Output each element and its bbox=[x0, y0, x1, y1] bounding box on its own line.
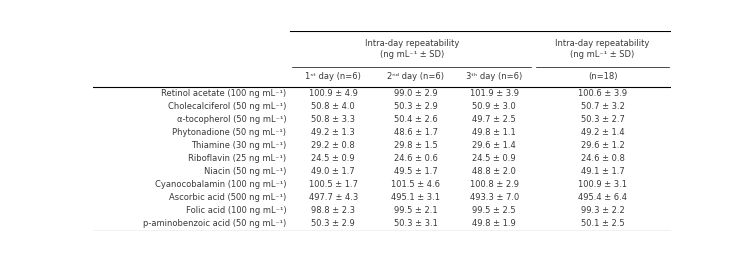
Text: 24.5 ± 0.9: 24.5 ± 0.9 bbox=[472, 154, 516, 163]
Text: Retinol acetate (100 ng mL⁻¹): Retinol acetate (100 ng mL⁻¹) bbox=[161, 89, 286, 98]
Text: 495.1 ± 3.1: 495.1 ± 3.1 bbox=[391, 193, 440, 202]
Text: 49.2 ± 1.4: 49.2 ± 1.4 bbox=[581, 128, 624, 137]
Text: Intra-day repeatability
(ng mL⁻¹ ± SD): Intra-day repeatability (ng mL⁻¹ ± SD) bbox=[556, 39, 650, 59]
Text: 101.9 ± 3.9: 101.9 ± 3.9 bbox=[470, 89, 518, 98]
Text: 100.5 ± 1.7: 100.5 ± 1.7 bbox=[309, 180, 357, 189]
Text: Niacin (50 ng mL⁻¹): Niacin (50 ng mL⁻¹) bbox=[204, 167, 286, 176]
Text: Intra-day repeatability
(ng mL⁻¹ ± SD): Intra-day repeatability (ng mL⁻¹ ± SD) bbox=[365, 39, 459, 59]
Text: 50.3 ± 2.7: 50.3 ± 2.7 bbox=[580, 115, 624, 124]
Text: 48.8 ± 2.0: 48.8 ± 2.0 bbox=[472, 167, 516, 176]
Text: 99.0 ± 2.9: 99.0 ± 2.9 bbox=[394, 89, 437, 98]
Text: 24.6 ± 0.6: 24.6 ± 0.6 bbox=[394, 154, 437, 163]
Text: 49.5 ± 1.7: 49.5 ± 1.7 bbox=[394, 167, 437, 176]
Text: Cholecalciferol (50 ng mL⁻¹): Cholecalciferol (50 ng mL⁻¹) bbox=[168, 102, 286, 111]
Text: 24.5 ± 0.9: 24.5 ± 0.9 bbox=[311, 154, 355, 163]
Text: 50.3 ± 3.1: 50.3 ± 3.1 bbox=[394, 219, 437, 228]
Text: 98.8 ± 2.3: 98.8 ± 2.3 bbox=[311, 206, 355, 215]
Text: 50.8 ± 4.0: 50.8 ± 4.0 bbox=[311, 102, 355, 111]
Text: 50.3 ± 2.9: 50.3 ± 2.9 bbox=[394, 102, 437, 111]
Text: 99.5 ± 2.1: 99.5 ± 2.1 bbox=[394, 206, 437, 215]
Text: Folic acid (100 ng mL⁻¹): Folic acid (100 ng mL⁻¹) bbox=[186, 206, 286, 215]
Text: 29.6 ± 1.4: 29.6 ± 1.4 bbox=[472, 141, 516, 150]
Text: 3ᵗʰ day (n=6): 3ᵗʰ day (n=6) bbox=[466, 73, 522, 81]
Text: 495.4 ± 6.4: 495.4 ± 6.4 bbox=[578, 193, 627, 202]
Text: Cyanocobalamin (100 ng mL⁻¹): Cyanocobalamin (100 ng mL⁻¹) bbox=[155, 180, 286, 189]
Text: 100.9 ± 3.1: 100.9 ± 3.1 bbox=[578, 180, 627, 189]
Text: 49.0 ± 1.7: 49.0 ± 1.7 bbox=[311, 167, 355, 176]
Text: Ascorbic acid (500 ng mL⁻¹): Ascorbic acid (500 ng mL⁻¹) bbox=[169, 193, 286, 202]
Text: 29.8 ± 1.5: 29.8 ± 1.5 bbox=[394, 141, 437, 150]
Text: α-tocopherol (50 ng mL⁻¹): α-tocopherol (50 ng mL⁻¹) bbox=[177, 115, 286, 124]
Text: 49.2 ± 1.3: 49.2 ± 1.3 bbox=[311, 128, 355, 137]
Text: 29.6 ± 1.2: 29.6 ± 1.2 bbox=[580, 141, 624, 150]
Text: 100.9 ± 4.9: 100.9 ± 4.9 bbox=[309, 89, 357, 98]
Text: 100.8 ± 2.9: 100.8 ± 2.9 bbox=[470, 180, 518, 189]
Text: 99.3 ± 2.2: 99.3 ± 2.2 bbox=[580, 206, 624, 215]
Text: Phytonadione (50 ng mL⁻¹): Phytonadione (50 ng mL⁻¹) bbox=[172, 128, 286, 137]
Text: 24.6 ± 0.8: 24.6 ± 0.8 bbox=[580, 154, 624, 163]
Text: 49.1 ± 1.7: 49.1 ± 1.7 bbox=[580, 167, 624, 176]
Text: 50.8 ± 3.3: 50.8 ± 3.3 bbox=[311, 115, 355, 124]
Text: 100.6 ± 3.9: 100.6 ± 3.9 bbox=[578, 89, 627, 98]
Text: Thiamine (30 ng mL⁻¹): Thiamine (30 ng mL⁻¹) bbox=[191, 141, 286, 150]
Text: 2ⁿᵈ day (n=6): 2ⁿᵈ day (n=6) bbox=[387, 73, 444, 81]
Text: 48.6 ± 1.7: 48.6 ± 1.7 bbox=[394, 128, 438, 137]
Text: (n=18): (n=18) bbox=[588, 73, 618, 81]
Text: 50.7 ± 3.2: 50.7 ± 3.2 bbox=[580, 102, 624, 111]
Text: 99.5 ± 2.5: 99.5 ± 2.5 bbox=[472, 206, 516, 215]
Text: 493.3 ± 7.0: 493.3 ± 7.0 bbox=[469, 193, 518, 202]
Text: 50.1 ± 2.5: 50.1 ± 2.5 bbox=[581, 219, 624, 228]
Text: 1ˢᵗ day (n=6): 1ˢᵗ day (n=6) bbox=[305, 73, 361, 81]
Text: p-aminobenzoic acid (50 ng mL⁻¹): p-aminobenzoic acid (50 ng mL⁻¹) bbox=[143, 219, 286, 228]
Text: 50.4 ± 2.6: 50.4 ± 2.6 bbox=[394, 115, 437, 124]
Text: 497.7 ± 4.3: 497.7 ± 4.3 bbox=[309, 193, 358, 202]
Text: 101.5 ± 4.6: 101.5 ± 4.6 bbox=[391, 180, 440, 189]
Text: Riboflavin (25 ng mL⁻¹): Riboflavin (25 ng mL⁻¹) bbox=[188, 154, 286, 163]
Text: 29.2 ± 0.8: 29.2 ± 0.8 bbox=[311, 141, 355, 150]
Text: 49.8 ± 1.1: 49.8 ± 1.1 bbox=[472, 128, 516, 137]
Text: 49.8 ± 1.9: 49.8 ± 1.9 bbox=[472, 219, 516, 228]
Text: 50.3 ± 2.9: 50.3 ± 2.9 bbox=[311, 219, 355, 228]
Text: 49.7 ± 2.5: 49.7 ± 2.5 bbox=[472, 115, 516, 124]
Text: 50.9 ± 3.0: 50.9 ± 3.0 bbox=[472, 102, 516, 111]
